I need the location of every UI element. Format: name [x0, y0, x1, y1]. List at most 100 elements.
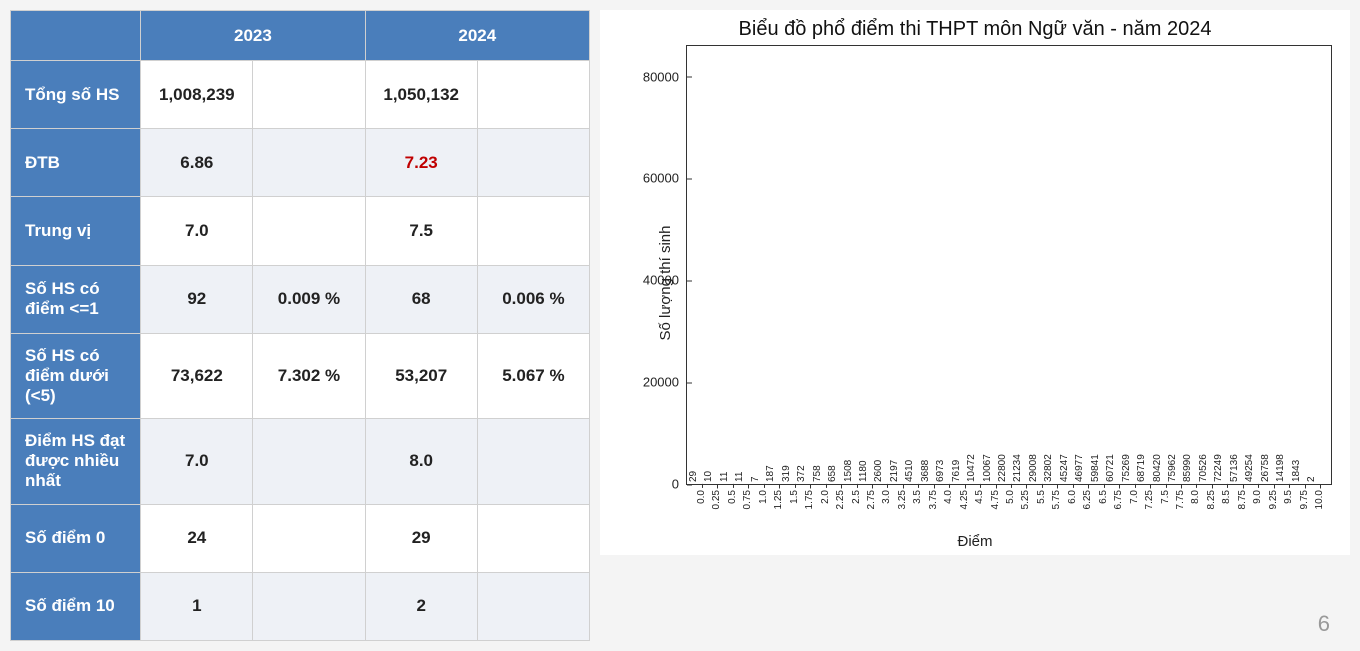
- cell: 1,008,239: [141, 61, 253, 129]
- x-tick: 3.25: [897, 484, 908, 509]
- bar-value-label: 46977: [1074, 454, 1085, 482]
- x-tick: 8.0: [1190, 484, 1201, 504]
- x-tick: 9.25: [1268, 484, 1279, 509]
- x-tick: 8.75: [1237, 484, 1248, 509]
- bar-value-label: 72249: [1213, 454, 1224, 482]
- row-label: Số điểm 0: [11, 504, 141, 572]
- bar-value-label: 85990: [1182, 454, 1193, 482]
- bar-value-label: 6973: [935, 460, 946, 482]
- table-row: Điểm HS đạt được nhiều nhất7.0 8.0: [11, 419, 590, 504]
- bar-value-label: 59841: [1090, 454, 1101, 482]
- x-tick: 6.75: [1113, 484, 1124, 509]
- x-tick: 5.75: [1051, 484, 1062, 509]
- x-tick: 0.5: [727, 484, 738, 504]
- cell: [253, 504, 365, 572]
- bar-value-label: 2: [1306, 476, 1317, 482]
- cell: 53,207: [365, 333, 477, 418]
- stats-table: 2023 2024 Tổng số HS1,008,2391,050,132ĐT…: [10, 10, 590, 641]
- cell: 1: [141, 572, 253, 640]
- x-tick: 8.5: [1221, 484, 1232, 504]
- table-row: Số điểm 02429: [11, 504, 590, 572]
- x-tick: 1.0: [758, 484, 769, 504]
- cell: 24: [141, 504, 253, 572]
- bar-value-label: 10472: [966, 454, 977, 482]
- y-tick: 20000: [643, 375, 687, 390]
- x-tick: 8.25: [1206, 484, 1217, 509]
- x-tick: 5.25: [1020, 484, 1031, 509]
- bar-value-label: 45247: [1059, 454, 1070, 482]
- bar-value-label: 75269: [1121, 454, 1132, 482]
- row-label: Điểm HS đạt được nhiều nhất: [11, 419, 141, 504]
- bar-value-label: 3688: [920, 460, 931, 482]
- cell: [477, 129, 589, 197]
- x-tick: 7.75: [1175, 484, 1186, 509]
- bar-value-label: 60721: [1105, 454, 1116, 482]
- x-tick: 6.25: [1082, 484, 1093, 509]
- bar-value-label: 1843: [1291, 460, 1302, 482]
- bar-value-label: 75962: [1167, 454, 1178, 482]
- y-tick: 40000: [643, 273, 687, 288]
- row-label: Tổng số HS: [11, 61, 141, 129]
- x-tick: 2.25: [835, 484, 846, 509]
- cell: [477, 61, 589, 129]
- row-label: Trung vị: [11, 197, 141, 265]
- cell: 8.0: [365, 419, 477, 504]
- bar-value-label: 10067: [982, 454, 993, 482]
- table-row: Số HS có điểm <=1920.009 %680.006 %: [11, 265, 590, 333]
- row-label: Số HS có điểm dưới (<5): [11, 333, 141, 418]
- bar-value-label: 57136: [1229, 454, 1240, 482]
- cell: 73,622: [141, 333, 253, 418]
- bar-value-label: 70526: [1198, 454, 1209, 482]
- x-tick: 5.0: [1005, 484, 1016, 504]
- x-tick: 6.5: [1098, 484, 1109, 504]
- bar-value-label: 7: [750, 476, 761, 482]
- x-tick: 10.0: [1314, 484, 1325, 509]
- bar-value-label: 29008: [1028, 454, 1039, 482]
- x-tick: 3.5: [912, 484, 923, 504]
- x-tick: 1.25: [773, 484, 784, 509]
- bar-value-label: 1508: [843, 460, 854, 482]
- x-tick: 2.5: [851, 484, 862, 504]
- bar-value-label: 68719: [1136, 454, 1147, 482]
- chart-xlabel: Điểm: [608, 533, 1342, 550]
- x-tick: 4.5: [974, 484, 985, 504]
- cell: 7.0: [141, 197, 253, 265]
- score-distribution-chart: Biểu đồ phổ điểm thi THPT môn Ngữ văn - …: [600, 10, 1350, 555]
- bar-value-label: 14198: [1275, 454, 1286, 482]
- cell: [477, 504, 589, 572]
- header-blank: [11, 11, 141, 61]
- x-tick: 2.75: [866, 484, 877, 509]
- cell: 0.009 %: [253, 265, 365, 333]
- chart-title: Biểu đồ phổ điểm thi THPT môn Ngữ văn - …: [608, 18, 1342, 41]
- x-tick: 1.75: [804, 484, 815, 509]
- row-label: Số HS có điểm <=1: [11, 265, 141, 333]
- bar-value-label: 11: [719, 472, 730, 482]
- header-year-2024: 2024: [365, 11, 589, 61]
- x-tick: 0.75: [742, 484, 753, 509]
- x-tick: 3.0: [881, 484, 892, 504]
- header-year-2023: 2023: [141, 11, 365, 61]
- x-tick: 0.0: [696, 484, 707, 504]
- bar-value-label: 11: [734, 472, 745, 482]
- bar-value-label: 4510: [904, 460, 915, 482]
- cell: 7.0: [141, 419, 253, 504]
- bar-value-label: 658: [827, 465, 838, 482]
- x-tick: 4.0: [943, 484, 954, 504]
- cell: [253, 61, 365, 129]
- x-tick: 4.25: [959, 484, 970, 509]
- bar-value-label: 80420: [1152, 454, 1163, 482]
- x-tick: 7.5: [1160, 484, 1171, 504]
- cell: [253, 197, 365, 265]
- bar-value-label: 10: [703, 471, 714, 482]
- cell: 92: [141, 265, 253, 333]
- x-tick: 9.5: [1283, 484, 1294, 504]
- table-row: Số điểm 1012: [11, 572, 590, 640]
- table-row: ĐTB6.867.23: [11, 129, 590, 197]
- cell: 6.86: [141, 129, 253, 197]
- table-row: Số HS có điểm dưới (<5)73,6227.302 %53,2…: [11, 333, 590, 418]
- x-tick: 2.0: [820, 484, 831, 504]
- bar-value-label: 187: [765, 465, 776, 482]
- cell: [253, 572, 365, 640]
- cell: 2: [365, 572, 477, 640]
- x-tick: 9.75: [1299, 484, 1310, 509]
